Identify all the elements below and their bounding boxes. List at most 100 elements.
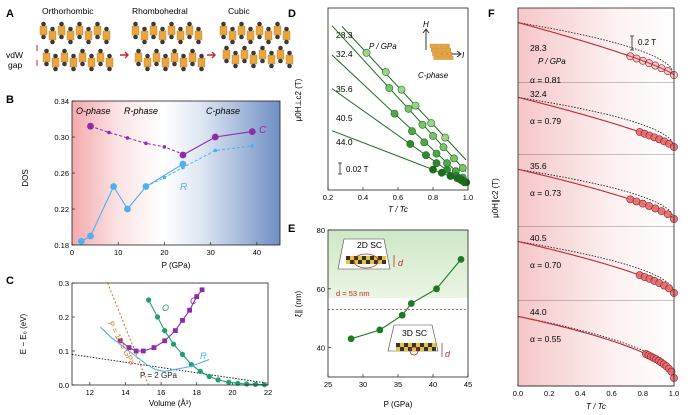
data-point-32.4 (404, 104, 413, 113)
data-point-32.4 (429, 132, 437, 140)
chart-b-xlabel: P (GPa) (162, 261, 191, 270)
atom (181, 66, 186, 72)
octahedron (57, 25, 66, 36)
atom (266, 26, 271, 32)
xi-point (376, 326, 384, 334)
alpha-label: α = 0.55 (530, 334, 561, 344)
octahedron (60, 52, 69, 63)
octahedron (237, 25, 246, 36)
xi-point (398, 311, 406, 319)
octahedron (93, 25, 102, 36)
y-tick-label: 0.2 (59, 313, 69, 322)
pressure-label: 40.5 (336, 113, 353, 123)
y-tick-label: 0.1 (59, 347, 69, 356)
3d-sc-label: 3D SC (402, 328, 427, 338)
x-tick-label: 0.8 (428, 193, 438, 202)
atom (53, 66, 58, 72)
octahedron (194, 30, 203, 41)
chart-f-unit-label: P / GPa (538, 57, 566, 66)
data-point-O (170, 341, 177, 347)
dashed-point (125, 136, 130, 140)
atom (172, 48, 177, 54)
atom (190, 48, 195, 54)
gl-curve (517, 168, 675, 220)
atom (187, 34, 192, 40)
checker-cell (396, 343, 400, 347)
data-point-O (235, 380, 241, 386)
panel-b: B O-phase R-phase C-phase 0 10 20 30 400.180… (6, 94, 281, 270)
checker-cell (408, 343, 412, 347)
chart-f-scale-bar: 0.2 T (638, 38, 656, 47)
region-r-phase: R-phase (124, 106, 158, 116)
atom (41, 21, 46, 27)
series-line-R (100, 326, 210, 372)
atom (169, 21, 174, 27)
checker-cell (408, 347, 412, 351)
atom (98, 48, 103, 54)
checker-cell (396, 347, 400, 351)
octahedron (219, 25, 228, 36)
atom (196, 26, 201, 32)
data-point-O (206, 373, 212, 380)
chart-c-xlabel: Volume (Å³) (149, 399, 192, 408)
octahedron (228, 30, 237, 41)
chart-d-unit-label: P / GPa (369, 42, 397, 51)
checker-cell (432, 347, 436, 351)
octahedron (131, 25, 140, 36)
atom (257, 21, 262, 27)
checker-cell (416, 347, 420, 351)
cube-cell (439, 43, 445, 48)
cube-cell (446, 47, 451, 52)
atom (275, 34, 280, 40)
atom (287, 63, 292, 69)
atom (50, 39, 55, 45)
data-point-28.3 (427, 119, 436, 128)
atom (221, 21, 226, 27)
atom (284, 39, 289, 45)
inset-phase-label: C-phase (418, 71, 449, 80)
octahedron (249, 54, 258, 65)
octahedron (176, 30, 185, 41)
atom (133, 21, 138, 27)
pressure-label: 28.3 (336, 30, 353, 40)
atom (257, 34, 262, 40)
atom (59, 34, 64, 40)
x-tick-label: 40 (253, 248, 261, 257)
atom (44, 48, 49, 54)
atom (169, 34, 174, 40)
atom (71, 66, 76, 72)
atom (163, 53, 168, 59)
atom (68, 26, 73, 32)
data-point-40.5 (422, 151, 430, 160)
atom (62, 61, 67, 67)
data-point-32.4 (439, 143, 448, 152)
data-point-C (211, 133, 219, 141)
y-tick-label: 40 (317, 344, 325, 353)
crystal-structures (39, 21, 294, 72)
data-point-O (197, 368, 203, 374)
atom (233, 63, 238, 69)
checker-cell (358, 256, 362, 260)
data-point-R (179, 160, 187, 168)
data-point-O (226, 379, 232, 385)
alpha-label: α = 0.73 (530, 188, 561, 198)
chart-f-frame (517, 7, 675, 387)
cube-cell (438, 55, 444, 60)
atom (136, 61, 141, 67)
atom (266, 39, 271, 45)
data-point-O (162, 328, 168, 334)
octahedron (264, 30, 273, 41)
atom (77, 34, 82, 40)
panel-f: F 0.0 0.2 0.4 0.6 0.8 1.0 28.3 α = 0.81 32.4 α = … (488, 7, 679, 411)
data-point-44.0 (437, 168, 446, 177)
3d-sc-checker (396, 343, 436, 351)
data-point-C (180, 318, 185, 323)
thickness-annotation: d = 53 nm (336, 289, 370, 298)
octahedron (231, 54, 240, 65)
cube-cell (429, 43, 435, 48)
series-label-r2: R (200, 351, 207, 361)
data-point-C (126, 345, 132, 350)
x-tick-label: 20 (228, 388, 236, 397)
data-point-R (87, 232, 94, 240)
atom (59, 21, 64, 27)
